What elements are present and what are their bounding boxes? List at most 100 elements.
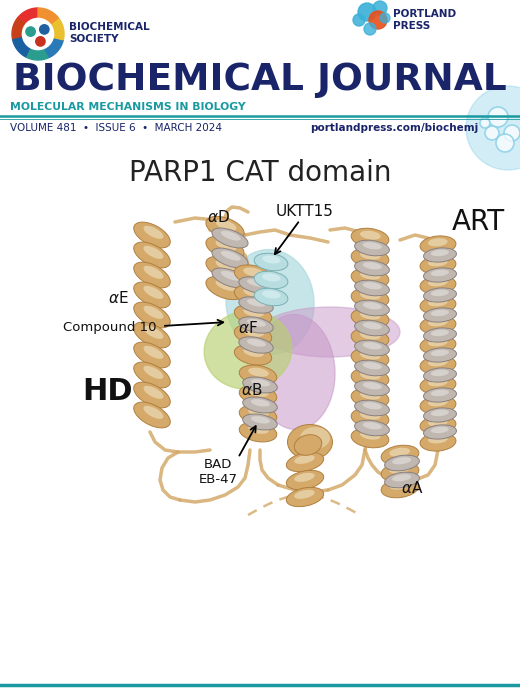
Ellipse shape [144, 306, 163, 319]
Text: MOLECULAR MECHANISMS IN BIOLOGY: MOLECULAR MECHANISMS IN BIOLOGY [10, 102, 245, 112]
Ellipse shape [254, 253, 288, 270]
Ellipse shape [248, 424, 269, 434]
Ellipse shape [363, 262, 382, 269]
Ellipse shape [428, 378, 448, 386]
Ellipse shape [428, 358, 448, 366]
Ellipse shape [134, 342, 170, 368]
Ellipse shape [392, 474, 411, 482]
Ellipse shape [424, 425, 457, 439]
Text: BIOCHEMICAL JOURNAL: BIOCHEMICAL JOURNAL [13, 62, 507, 98]
Ellipse shape [431, 350, 449, 356]
Circle shape [353, 14, 365, 26]
Ellipse shape [420, 256, 456, 274]
Polygon shape [12, 18, 38, 40]
Ellipse shape [420, 396, 456, 414]
Ellipse shape [351, 408, 389, 428]
Ellipse shape [355, 240, 389, 256]
Ellipse shape [134, 242, 170, 268]
Ellipse shape [431, 410, 449, 416]
Ellipse shape [243, 348, 264, 357]
Circle shape [36, 37, 45, 46]
Ellipse shape [428, 258, 448, 266]
Ellipse shape [239, 405, 277, 425]
Polygon shape [18, 8, 38, 34]
Polygon shape [27, 34, 49, 60]
Ellipse shape [239, 385, 277, 405]
Ellipse shape [424, 308, 457, 322]
Text: ART: ART [451, 208, 504, 236]
Ellipse shape [216, 279, 237, 291]
Ellipse shape [355, 380, 389, 396]
Ellipse shape [243, 377, 277, 393]
Ellipse shape [428, 338, 448, 346]
Ellipse shape [251, 379, 270, 386]
Ellipse shape [294, 455, 315, 464]
Ellipse shape [351, 328, 389, 348]
Ellipse shape [300, 427, 330, 449]
Ellipse shape [424, 248, 457, 262]
Ellipse shape [239, 337, 273, 353]
Ellipse shape [239, 277, 273, 293]
Circle shape [380, 13, 390, 23]
Ellipse shape [134, 282, 170, 308]
Ellipse shape [428, 278, 448, 286]
Ellipse shape [251, 399, 270, 406]
Ellipse shape [420, 276, 456, 294]
Ellipse shape [221, 231, 241, 241]
Ellipse shape [255, 315, 335, 429]
Ellipse shape [385, 455, 419, 471]
Ellipse shape [216, 259, 237, 271]
Ellipse shape [431, 330, 449, 336]
Ellipse shape [351, 348, 389, 368]
Ellipse shape [216, 239, 237, 251]
Text: $\alpha$B: $\alpha$B [241, 382, 263, 398]
Ellipse shape [212, 228, 248, 248]
Ellipse shape [288, 424, 332, 460]
Ellipse shape [243, 288, 264, 297]
Polygon shape [38, 18, 64, 40]
Ellipse shape [428, 418, 448, 426]
Ellipse shape [134, 302, 170, 328]
Ellipse shape [355, 280, 389, 296]
Text: PARP1 CAT domain: PARP1 CAT domain [129, 159, 391, 187]
Ellipse shape [431, 270, 449, 276]
Ellipse shape [424, 368, 457, 382]
Ellipse shape [247, 299, 266, 306]
Ellipse shape [420, 376, 456, 394]
Ellipse shape [262, 273, 281, 282]
Ellipse shape [243, 308, 264, 317]
Ellipse shape [287, 453, 323, 472]
Ellipse shape [431, 370, 449, 376]
Ellipse shape [420, 433, 456, 451]
Text: UKTT15: UKTT15 [276, 204, 334, 219]
Ellipse shape [355, 320, 389, 336]
Polygon shape [38, 34, 63, 57]
Circle shape [369, 11, 387, 29]
Ellipse shape [260, 307, 400, 357]
Ellipse shape [420, 296, 456, 314]
Ellipse shape [206, 237, 244, 259]
Ellipse shape [360, 371, 381, 380]
Ellipse shape [216, 219, 237, 231]
Ellipse shape [247, 279, 266, 286]
Ellipse shape [287, 487, 323, 506]
Ellipse shape [428, 298, 448, 306]
Ellipse shape [239, 297, 273, 313]
Ellipse shape [424, 268, 457, 282]
Text: HD: HD [83, 377, 133, 406]
Ellipse shape [381, 478, 419, 497]
Ellipse shape [360, 431, 381, 440]
Ellipse shape [206, 217, 244, 239]
Ellipse shape [420, 236, 456, 254]
Ellipse shape [431, 250, 449, 256]
Ellipse shape [351, 288, 389, 308]
Ellipse shape [262, 290, 281, 299]
Circle shape [496, 134, 514, 152]
Ellipse shape [144, 326, 163, 339]
Ellipse shape [226, 250, 314, 355]
Circle shape [364, 23, 376, 35]
Ellipse shape [360, 391, 381, 400]
Text: PRESS: PRESS [393, 21, 430, 31]
Ellipse shape [134, 382, 170, 408]
Ellipse shape [420, 416, 456, 434]
